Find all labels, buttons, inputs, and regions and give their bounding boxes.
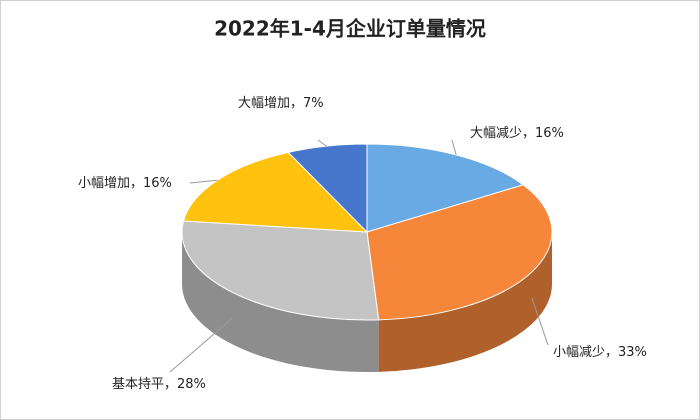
chart-title: 2022年1-4月企业订单量情况 [214,17,486,41]
data-label: 大幅增加，7% [238,96,324,111]
data-label: 基本持平，28% [112,377,206,392]
data-label: 大幅减少，16% [470,126,564,141]
leader-line [189,179,218,184]
data-label-category: 小幅减少 [553,345,605,360]
data-label: 小幅减少，33% [553,345,647,360]
slice [181,220,380,321]
slice [182,151,369,233]
leader-line [531,297,549,346]
leader-line [169,317,233,373]
data-label-category: 基本持平 [112,377,164,392]
data-label-value: ，28% [164,377,206,392]
slice [366,143,525,233]
slice-side [182,232,379,372]
data-label-value: ，33% [605,345,647,360]
slice [287,143,368,234]
slice [366,184,553,321]
data-label-category: 大幅增加 [238,96,290,111]
data-label-category: 大幅减少 [470,126,522,141]
data-label-value: ，16% [522,126,564,141]
data-label: 小幅增加，16% [78,176,172,191]
leader-line [451,139,457,156]
leader-line [317,139,327,147]
data-label-value: ，7% [290,96,324,111]
slice-side [378,232,552,372]
data-label-category: 小幅增加 [78,176,130,191]
data-label-value: ，16% [130,176,172,191]
